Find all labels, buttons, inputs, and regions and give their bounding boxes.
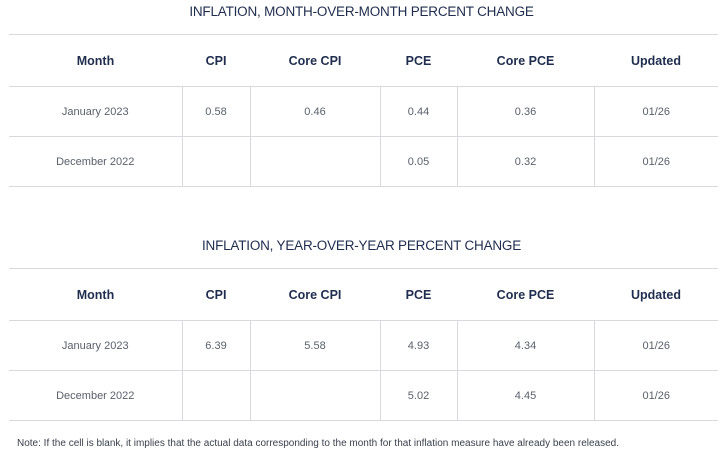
header-pce: PCE [380, 34, 457, 87]
header-core-pce: Core PCE [457, 268, 594, 321]
header-core-cpi: Core CPI [250, 34, 380, 87]
cell-core-pce: 0.36 [456, 86, 594, 137]
cell-core-pce: 0.32 [456, 136, 594, 187]
cell-updated: 01/26 [593, 86, 718, 137]
header-row: Month CPI Core CPI PCE Core PCE Updated [9, 268, 718, 321]
header-core-cpi: Core CPI [250, 268, 380, 321]
cell-month: January 2023 [9, 320, 182, 371]
header-pce: PCE [380, 268, 457, 321]
cell-updated: 01/26 [593, 320, 718, 371]
cell-pce: 4.93 [379, 320, 457, 371]
cell-month: December 2022 [9, 136, 182, 187]
table-row: December 2022 0.05 0.32 01/26 [9, 136, 718, 187]
cell-cpi [181, 136, 250, 187]
cell-cpi: 6.39 [181, 320, 250, 371]
cell-core-cpi: 5.58 [249, 320, 380, 371]
footnote: Note: If the cell is blank, it implies t… [17, 438, 620, 449]
header-updated: Updated [594, 34, 718, 87]
table-row: December 2022 5.02 4.45 01/26 [9, 370, 718, 421]
cell-pce: 5.02 [379, 370, 457, 421]
cell-cpi: 0.58 [181, 86, 250, 137]
cell-month: January 2023 [9, 86, 182, 137]
cell-updated: 01/26 [593, 136, 718, 187]
cell-core-cpi [249, 370, 380, 421]
header-month: Month [9, 34, 182, 87]
cell-cpi [181, 370, 250, 421]
cell-core-pce: 4.45 [456, 370, 594, 421]
mom-table-title: INFLATION, MONTH-OVER-MONTH PERCENT CHAN… [189, 4, 534, 19]
header-core-pce: Core PCE [457, 34, 594, 87]
header-row: Month CPI Core CPI PCE Core PCE Updated [9, 34, 718, 87]
cell-pce: 0.44 [379, 86, 457, 137]
yoy-table-title: INFLATION, YEAR-OVER-YEAR PERCENT CHANGE [201, 238, 522, 253]
cell-month: December 2022 [9, 370, 182, 421]
mom-inflation-table: Month CPI Core CPI PCE Core PCE Updated … [9, 34, 718, 187]
header-updated: Updated [594, 268, 718, 321]
header-month: Month [9, 268, 182, 321]
table-row: January 2023 6.39 5.58 4.93 4.34 01/26 [9, 320, 718, 371]
cell-pce: 0.05 [379, 136, 457, 187]
yoy-inflation-table: Month CPI Core CPI PCE Core PCE Updated … [9, 268, 718, 421]
cell-updated: 01/26 [593, 370, 718, 421]
cell-core-pce: 4.34 [456, 320, 594, 371]
header-cpi: CPI [182, 268, 250, 321]
table-row: January 2023 0.58 0.46 0.44 0.36 01/26 [9, 86, 718, 137]
header-cpi: CPI [182, 34, 250, 87]
cell-core-cpi: 0.46 [249, 86, 380, 137]
cell-core-cpi [249, 136, 380, 187]
